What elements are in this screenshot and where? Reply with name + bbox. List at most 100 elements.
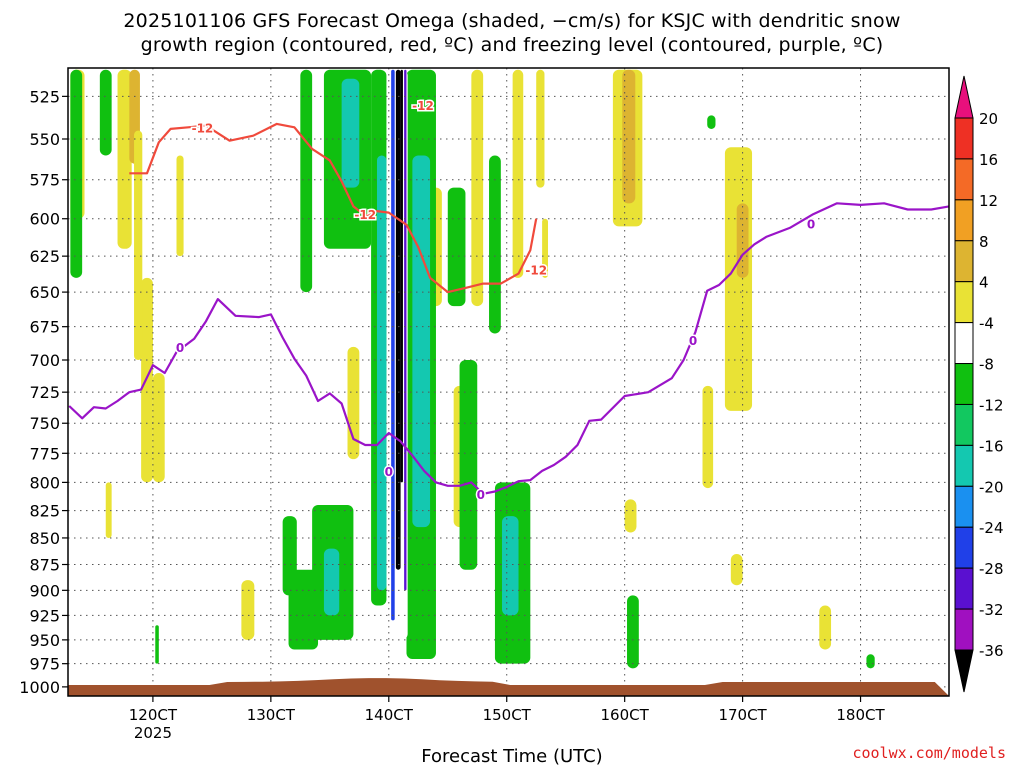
y-tick-label: 525: [29, 87, 60, 106]
ground-surface: [68, 678, 949, 696]
colorbar-segment: [954, 199, 974, 242]
y-tick-label: 825: [29, 502, 60, 521]
contour-label: -12: [354, 208, 376, 222]
omega-region-green: [155, 625, 159, 664]
x-tick-label: 180CT: [836, 706, 885, 724]
x-tick-label: 130CT: [247, 706, 296, 724]
omega-region-yellow: [117, 69, 132, 249]
colorbar-label: -32: [979, 601, 1004, 619]
omega-region-yellow: [819, 605, 832, 650]
colorbar-segment: [954, 608, 974, 651]
x-tick-label: 120CT: [129, 706, 178, 724]
omega-region-teal: [376, 155, 387, 591]
colorbar-segment: [954, 485, 974, 528]
y-axis: 525 550 575 600 625 650 675 700 725 750 775 800 825 8…: [19, 87, 68, 697]
y-tick-label: 725: [29, 383, 60, 402]
colorbar-top-arrow: [954, 75, 974, 119]
omega-region-gold: [622, 69, 636, 204]
omega-region-yellow: [730, 553, 743, 586]
omega-region-green: [627, 595, 639, 669]
contour-label: -12: [525, 263, 547, 277]
omega-region-purple: [404, 69, 407, 591]
y-tick-label: 900: [29, 581, 60, 600]
colorbar-segment: [954, 158, 974, 201]
y-tick-label: 875: [29, 556, 60, 575]
y-tick-label: 575: [29, 171, 60, 190]
omega-region-yellow: [724, 147, 753, 411]
colorbar-label: 4: [979, 274, 989, 292]
omega-region-yellow: [134, 130, 143, 361]
omega-region-green: [300, 69, 313, 293]
y-tick-label: 800: [29, 473, 60, 492]
omega-region-yellow: [536, 69, 545, 188]
omega-region-yellow: [241, 580, 255, 640]
contour-line: [68, 202, 949, 495]
y-tick-label: 700: [29, 351, 60, 370]
colorbar-label: -12: [979, 396, 1004, 414]
contour-label: -12: [192, 121, 214, 135]
omega-region-yellow: [542, 218, 549, 278]
omega-region-teal: [323, 548, 340, 616]
colorbar-segment: [954, 444, 974, 487]
colorbar-segment: [954, 322, 974, 365]
omega-region-yellow: [624, 499, 637, 533]
contour-label: 0: [385, 465, 393, 479]
omega-shading-layer: [70, 69, 875, 669]
x-tick-label: 150CT: [483, 706, 532, 724]
contour-label: 0: [477, 488, 485, 502]
omega-region-yellow: [471, 69, 484, 307]
colorbar-segment: [954, 403, 974, 446]
colorbar-segment: [954, 281, 974, 324]
y-tick-label: 675: [29, 318, 60, 337]
colorbar-label: -36: [979, 642, 1004, 660]
chart-title-line-2: growth region (contoured, red, ºC) and f…: [140, 34, 884, 56]
x-tick-label: 140CT: [365, 706, 414, 724]
omega-region-yellow: [512, 69, 524, 278]
colorbar-label: -28: [979, 560, 1004, 578]
colorbar-segment: [954, 240, 974, 283]
omega-region-green: [70, 69, 83, 278]
contour-label: 0: [689, 334, 697, 348]
colorbar-segment: [954, 363, 974, 405]
contour-label: -12: [412, 99, 434, 113]
contour-label: 0: [176, 341, 184, 355]
chart-title-line-1: 2025101106 GFS Forecast Omega (shaded, −…: [123, 10, 901, 32]
y-tick-label: 750: [29, 414, 60, 433]
y-tick-label: 625: [29, 247, 60, 266]
y-tick-label: 650: [29, 283, 60, 302]
omega-region-teal: [412, 155, 431, 528]
omega-region-yellow: [152, 373, 165, 483]
colorbar: 20 16 12 8 4 -4 -8 -12 -16 -20 -24 -28 -32 -36: [954, 75, 1004, 693]
contour-layer: -12 -12 -12 -12 0 0 0 0 0: [68, 98, 949, 503]
colorbar-segment: [954, 567, 974, 610]
omega-region-green: [866, 654, 875, 669]
colorbar-label: -8: [979, 356, 994, 374]
grid-layer: [68, 68, 949, 696]
omega-region-yellow: [176, 155, 184, 257]
colorbar-segment: [954, 117, 974, 160]
x-tick-label: 160CT: [601, 706, 650, 724]
colorbar-label: -16: [979, 437, 1004, 455]
credit-link[interactable]: coolwx.com/models: [852, 744, 1006, 762]
y-tick-label: 850: [29, 529, 60, 548]
omega-region-green: [489, 155, 501, 334]
colorbar-bottom-arrow: [954, 649, 974, 693]
omega-region-green: [99, 69, 112, 156]
y-tick-label: 1000: [19, 678, 60, 697]
y-tick-label: 925: [29, 606, 60, 625]
y-tick-label: 775: [29, 444, 60, 463]
colorbar-segment: [954, 526, 974, 569]
omega-region-green: [288, 569, 319, 650]
omega-region-green: [707, 115, 716, 129]
y-tick-label: 600: [29, 210, 60, 229]
colorbar-label: 12: [979, 192, 998, 210]
omega-region-yellow: [141, 277, 153, 483]
y-tick-label: 950: [29, 631, 60, 650]
colorbar-label: -4: [979, 315, 994, 333]
x-tick-label: 170CT: [718, 706, 767, 724]
colorbar-label: -20: [979, 478, 1004, 496]
omega-region-teal: [502, 516, 519, 616]
omega-region-yellow: [702, 385, 714, 489]
